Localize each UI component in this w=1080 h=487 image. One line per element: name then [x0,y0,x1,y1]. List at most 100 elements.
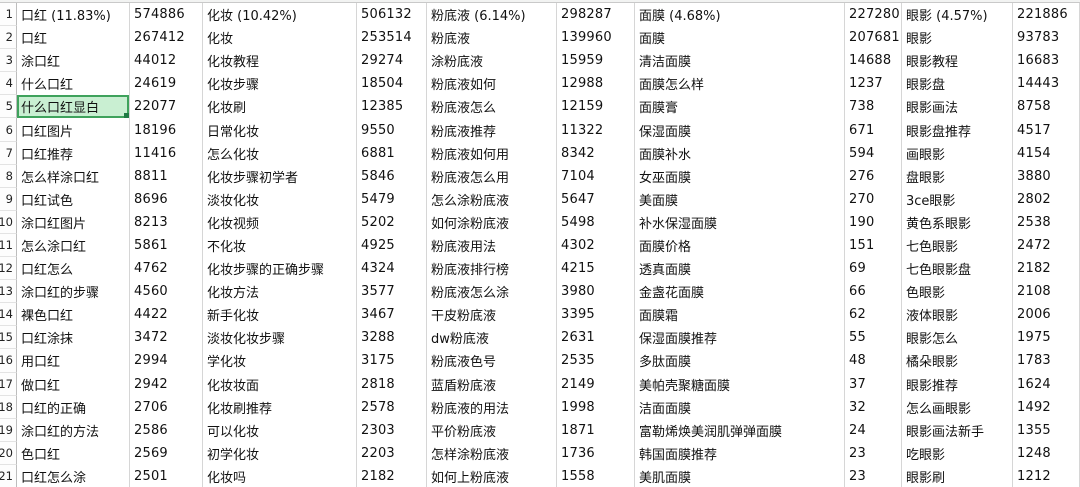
keyword-mask-cell[interactable]: 补水保湿面膜 [635,210,845,234]
value-makeup-cell[interactable]: 2203 [357,441,427,465]
value-foundation-cell[interactable]: 139960 [557,26,635,50]
value-foundation-cell[interactable]: 1736 [557,441,635,465]
value-lipstick-cell[interactable]: 2569 [130,441,203,465]
value-mask-cell[interactable]: 23 [845,464,902,487]
value-makeup-cell[interactable]: 3288 [357,326,427,350]
value-mask-cell[interactable]: 32 [845,395,902,419]
row-header[interactable]: 11 [0,233,17,258]
keyword-eyeshadow-cell[interactable]: 液体眼影 [902,303,1013,327]
keyword-eyeshadow-cell[interactable]: 画眼影 [902,141,1013,165]
value-mask-cell[interactable]: 48 [845,349,902,373]
value-foundation-cell[interactable]: 8342 [557,141,635,165]
value-lipstick-cell[interactable]: 3472 [130,326,203,350]
value-lipstick-cell[interactable]: 4422 [130,303,203,327]
keyword-lipstick-cell[interactable]: 做口红 [17,372,130,396]
keyword-lipstick-cell[interactable]: 口红图片 [17,118,130,142]
value-makeup-cell[interactable]: 2578 [357,395,427,419]
keyword-makeup-cell[interactable]: 学化妆 [203,349,357,373]
value-lipstick-cell[interactable]: 8213 [130,210,203,234]
value-makeup-cell[interactable]: 6881 [357,141,427,165]
value-foundation-cell[interactable]: 2631 [557,326,635,350]
row-header[interactable]: 6 [0,118,17,142]
value-makeup-cell[interactable]: 18504 [357,72,427,96]
value-mask-cell[interactable]: 190 [845,210,902,234]
value-makeup-cell[interactable]: 253514 [357,26,427,50]
value-lipstick-cell[interactable]: 44012 [130,49,203,73]
keyword-eyeshadow-cell[interactable]: 眼影刷 [902,464,1013,487]
value-foundation-cell[interactable]: 2149 [557,372,635,396]
keyword-makeup-cell[interactable]: 不化妆 [203,233,357,258]
value-eyeshadow-cell[interactable]: 3880 [1013,164,1080,188]
keyword-mask-cell[interactable]: 面膜补水 [635,141,845,165]
keyword-lipstick-cell[interactable]: 口红怎么 [17,257,130,281]
value-makeup-cell[interactable]: 9550 [357,118,427,142]
value-lipstick-cell[interactable]: 574886 [130,3,203,27]
row-header[interactable]: 10 [0,210,17,234]
value-eyeshadow-cell[interactable]: 1492 [1013,395,1080,419]
keyword-mask-cell[interactable]: 富勒烯焕美润肌弹弹面膜 [635,418,845,442]
keyword-foundation-cell[interactable]: 粉底液如何用 [427,141,557,165]
keyword-mask-cell[interactable]: 美肌面膜 [635,464,845,487]
keyword-makeup-cell[interactable]: 化妆 (10.42%) [203,3,357,27]
row-header[interactable]: 8 [0,164,17,188]
value-lipstick-cell[interactable]: 8696 [130,187,203,211]
row-header[interactable]: 18 [0,395,17,419]
keyword-makeup-cell[interactable]: 化妆步骤的正确步骤 [203,257,357,281]
keyword-mask-cell[interactable]: 美面膜 [635,187,845,211]
value-lipstick-cell[interactable]: 267412 [130,26,203,50]
value-foundation-cell[interactable]: 4302 [557,233,635,258]
value-makeup-cell[interactable]: 5846 [357,164,427,188]
keyword-makeup-cell[interactable]: 淡妆化妆 [203,187,357,211]
keyword-foundation-cell[interactable]: 粉底液排行榜 [427,257,557,281]
keyword-foundation-cell[interactable]: 粉底液 (6.14%) [427,3,557,27]
keyword-mask-cell[interactable]: 韩国面膜推荐 [635,441,845,465]
keyword-lipstick-cell[interactable]: 涂口红 [17,49,130,73]
keyword-mask-cell[interactable]: 保湿面膜推荐 [635,326,845,350]
value-eyeshadow-cell[interactable]: 2108 [1013,280,1080,304]
value-makeup-cell[interactable]: 4925 [357,233,427,258]
value-makeup-cell[interactable]: 3467 [357,303,427,327]
keyword-makeup-cell[interactable]: 化妆刷 [203,95,357,119]
keyword-eyeshadow-cell[interactable]: 七色眼影 [902,233,1013,258]
keyword-makeup-cell[interactable]: 新手化妆 [203,303,357,327]
value-makeup-cell[interactable]: 5202 [357,210,427,234]
keyword-makeup-cell[interactable]: 化妆步骤初学者 [203,164,357,188]
row-header[interactable]: 17 [0,372,17,396]
keyword-eyeshadow-cell[interactable]: 怎么画眼影 [902,395,1013,419]
keyword-eyeshadow-cell[interactable]: 3ce眼影 [902,187,1013,211]
keyword-eyeshadow-cell[interactable]: 眼影教程 [902,49,1013,73]
value-eyeshadow-cell[interactable]: 4517 [1013,118,1080,142]
row-header[interactable]: 3 [0,49,17,73]
value-lipstick-cell[interactable]: 2942 [130,372,203,396]
keyword-foundation-cell[interactable]: 粉底液推荐 [427,118,557,142]
row-header[interactable]: 2 [0,26,17,50]
value-mask-cell[interactable]: 227280 [845,3,902,27]
value-lipstick-cell[interactable]: 2706 [130,395,203,419]
keyword-foundation-cell[interactable]: 平价粉底液 [427,418,557,442]
row-header[interactable]: 21 [0,464,17,487]
value-mask-cell[interactable]: 1237 [845,72,902,96]
row-header[interactable]: 13 [0,280,17,304]
value-makeup-cell[interactable]: 29274 [357,49,427,73]
value-makeup-cell[interactable]: 2818 [357,372,427,396]
keyword-foundation-cell[interactable]: 怎么涂粉底液 [427,187,557,211]
value-eyeshadow-cell[interactable]: 4154 [1013,141,1080,165]
keyword-foundation-cell[interactable]: 粉底液 [427,26,557,50]
row-header[interactable]: 7 [0,141,17,165]
keyword-lipstick-cell[interactable]: 口红怎么涂 [17,464,130,487]
keyword-foundation-cell[interactable]: 粉底液怎么涂 [427,280,557,304]
value-lipstick-cell[interactable]: 4762 [130,257,203,281]
value-mask-cell[interactable]: 270 [845,187,902,211]
keyword-lipstick-cell[interactable]: 口红推荐 [17,141,130,165]
value-foundation-cell[interactable]: 15959 [557,49,635,73]
keyword-lipstick-cell[interactable]: 口红涂抹 [17,326,130,350]
value-eyeshadow-cell[interactable]: 2538 [1013,210,1080,234]
keyword-lipstick-cell[interactable]: 怎么涂口红 [17,233,130,258]
value-foundation-cell[interactable]: 1998 [557,395,635,419]
keyword-makeup-cell[interactable]: 怎么化妆 [203,141,357,165]
value-mask-cell[interactable]: 738 [845,95,902,119]
keyword-makeup-cell[interactable]: 化妆妆面 [203,372,357,396]
keyword-eyeshadow-cell[interactable]: 眼影盘 [902,72,1013,96]
keyword-foundation-cell[interactable]: 粉底液怎么用 [427,164,557,188]
keyword-eyeshadow-cell[interactable]: 眼影 (4.57%) [902,3,1013,27]
